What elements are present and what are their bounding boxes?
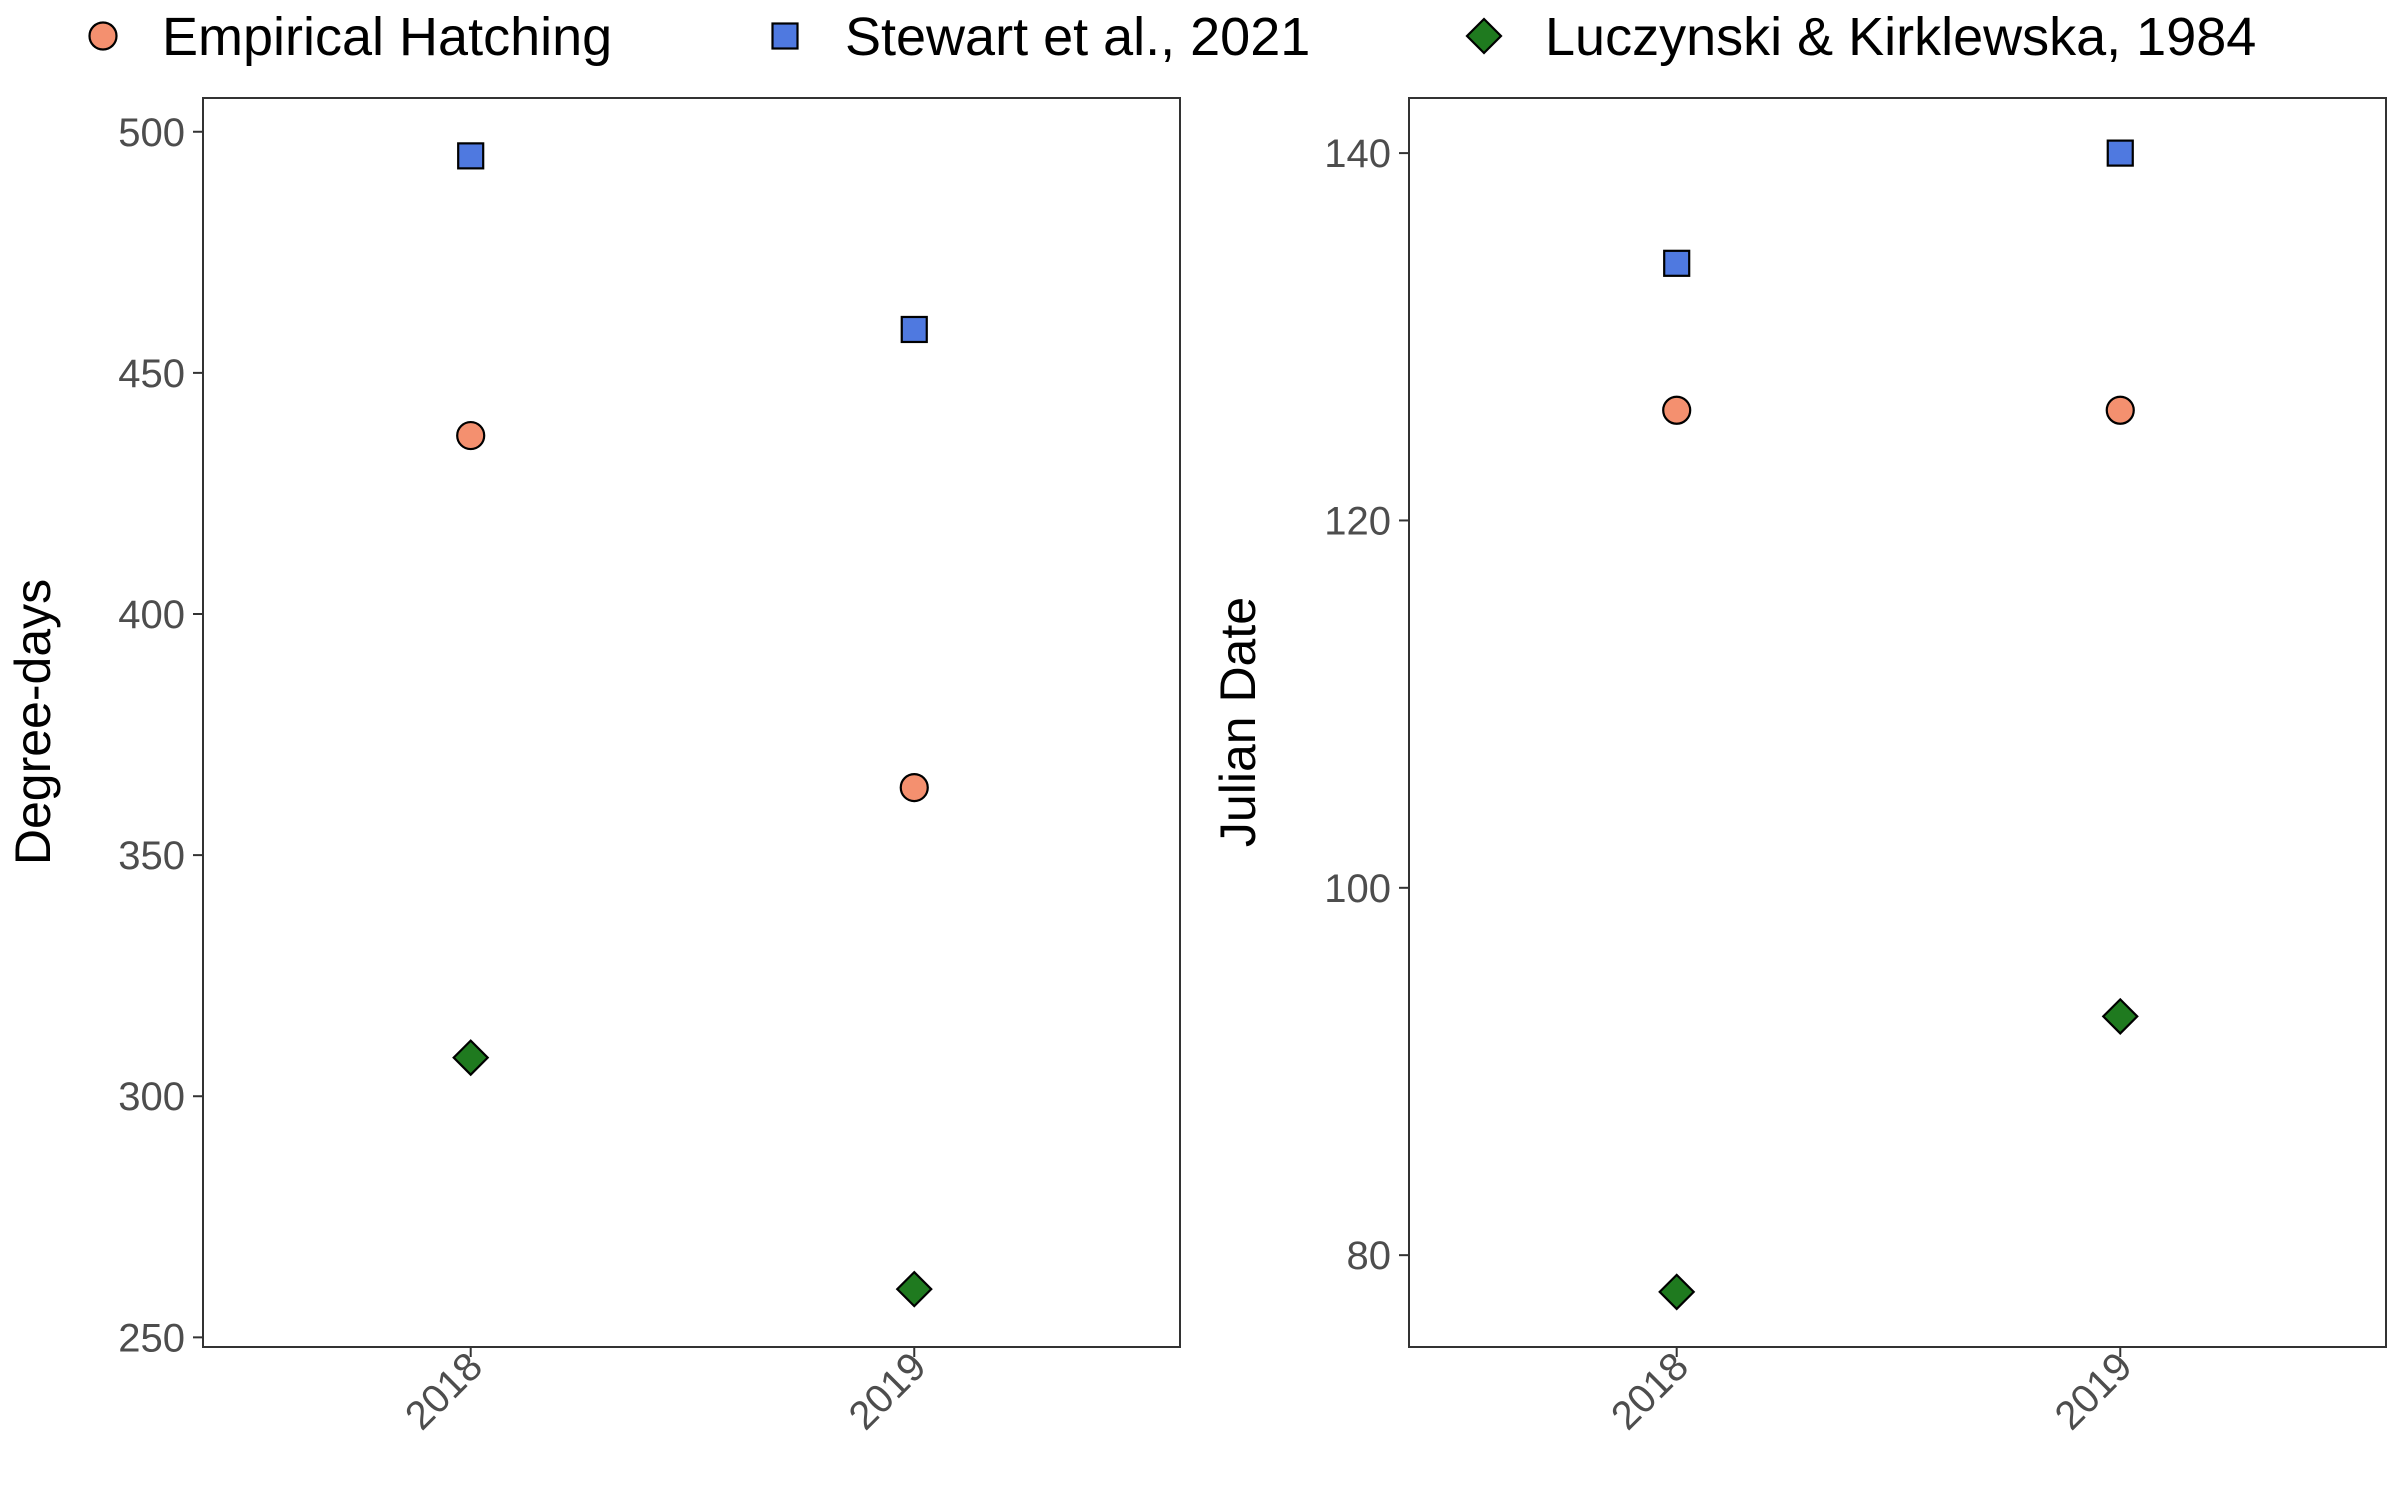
point-empirical-hatching-2019 (899, 773, 929, 803)
legend-item-stewart-et-al-2021: Stewart et al., 2021 (771, 7, 1310, 67)
panel-julian-date: 80 100 120 140 2018 2019 Julian Date (1210, 97, 2387, 1438)
legend-label: Luczynski & Kirklewska, 1984 (1545, 7, 2256, 67)
point-luczynski-kirklewska-1984-2018 (452, 1039, 490, 1077)
legend-circle-icon (88, 21, 118, 51)
point-luczynski-kirklewska-1984-2019 (895, 1270, 933, 1308)
point-stewart-et-al-2021-2019 (2106, 139, 2134, 167)
point-empirical-hatching-2019 (2105, 395, 2135, 425)
x-tick-label: 2019 (841, 1344, 935, 1438)
x-tick-label: 2019 (2047, 1344, 2141, 1438)
legend-item-luczynski-kirklewska-1984: Luczynski & Kirklewska, 1984 (1465, 7, 2256, 67)
panel-degree-days: 250 300 350 400 450 500 2018 2019 Degree-days (5, 97, 1181, 1438)
y-tick-label: 350 (118, 834, 185, 878)
y-tick-label: 140 (1324, 132, 1391, 176)
y-tick-label: 300 (118, 1075, 185, 1119)
x-tick-label: 2018 (1603, 1344, 1697, 1438)
legend-label: Stewart et al., 2021 (845, 7, 1310, 67)
legend-square-icon (771, 22, 799, 50)
legend: Empirical Hatching Stewart et al., 2021 Lu… (88, 7, 2256, 67)
plot-area-border (1408, 97, 2387, 1348)
point-empirical-hatching-2018 (456, 420, 486, 451)
y-tick-label: 120 (1324, 499, 1391, 543)
point-stewart-et-al-2021-2018 (1663, 249, 1691, 277)
point-stewart-et-al-2021-2019 (900, 315, 928, 344)
y-axis-title: Degree-days (5, 579, 61, 865)
point-luczynski-kirklewska-1984-2019 (2101, 997, 2139, 1035)
point-luczynski-kirklewska-1984-2018 (1658, 1273, 1696, 1311)
y-axis-title: Julian Date (1210, 597, 1266, 847)
y-tick-label: 400 (118, 593, 185, 637)
point-stewart-et-al-2021-2018 (457, 142, 485, 170)
y-tick-label: 500 (118, 111, 185, 155)
legend-item-empirical-hatching: Empirical Hatching (88, 7, 612, 67)
point-empirical-hatching-2018 (1662, 395, 1692, 425)
y-tick-label: 450 (118, 352, 185, 396)
legend-label: Empirical Hatching (162, 7, 612, 67)
y-tick-label: 80 (1347, 1234, 1392, 1278)
y-tick-label: 100 (1324, 867, 1391, 911)
legend-diamond-icon (1465, 17, 1503, 55)
x-tick-label: 2018 (397, 1344, 491, 1438)
y-tick-label: 250 (118, 1316, 185, 1360)
plot-area-border (202, 97, 1181, 1348)
